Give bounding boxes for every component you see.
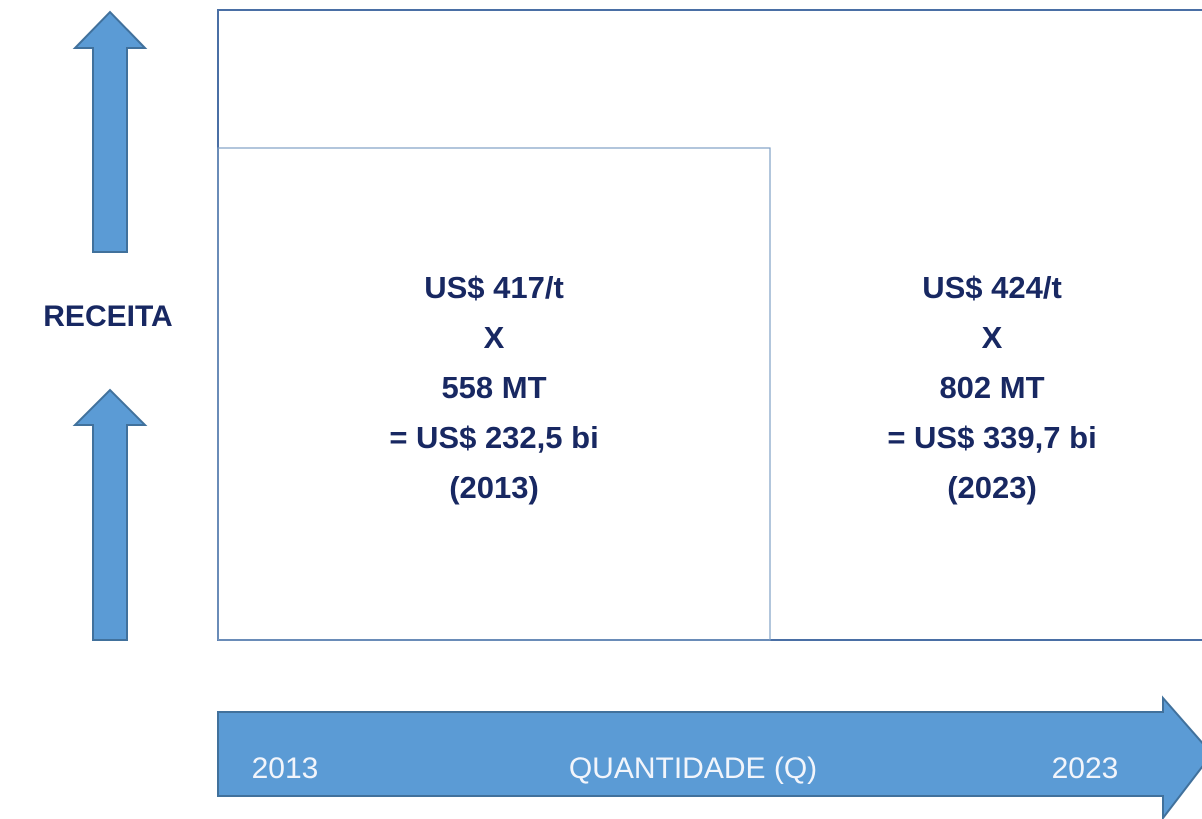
- inner-rect: [217, 147, 771, 641]
- x-axis-arrow: [217, 695, 1202, 819]
- x-axis-start: 2013: [252, 752, 319, 785]
- block-line: US$ 417/t: [424, 270, 564, 305]
- up-arrow: [72, 388, 148, 641]
- block-line: = US$ 339,7 bi: [887, 420, 1096, 455]
- x-axis-end: 2023: [1052, 752, 1119, 785]
- x-axis-label: QUANTIDADE (Q): [569, 752, 817, 785]
- block-line: X: [484, 320, 505, 355]
- block-line: US$ 424/t: [922, 270, 1062, 305]
- outer-rect: [217, 9, 1202, 641]
- block-line: (2013): [449, 470, 539, 505]
- block-line: X: [982, 320, 1003, 355]
- block-line: (2023): [947, 470, 1037, 505]
- up-arrow: [72, 10, 148, 253]
- y-axis-label: RECEITA: [43, 300, 172, 333]
- block-line: 802 MT: [939, 370, 1044, 405]
- block-line: 558 MT: [441, 370, 546, 405]
- block-line: = US$ 232,5 bi: [389, 420, 598, 455]
